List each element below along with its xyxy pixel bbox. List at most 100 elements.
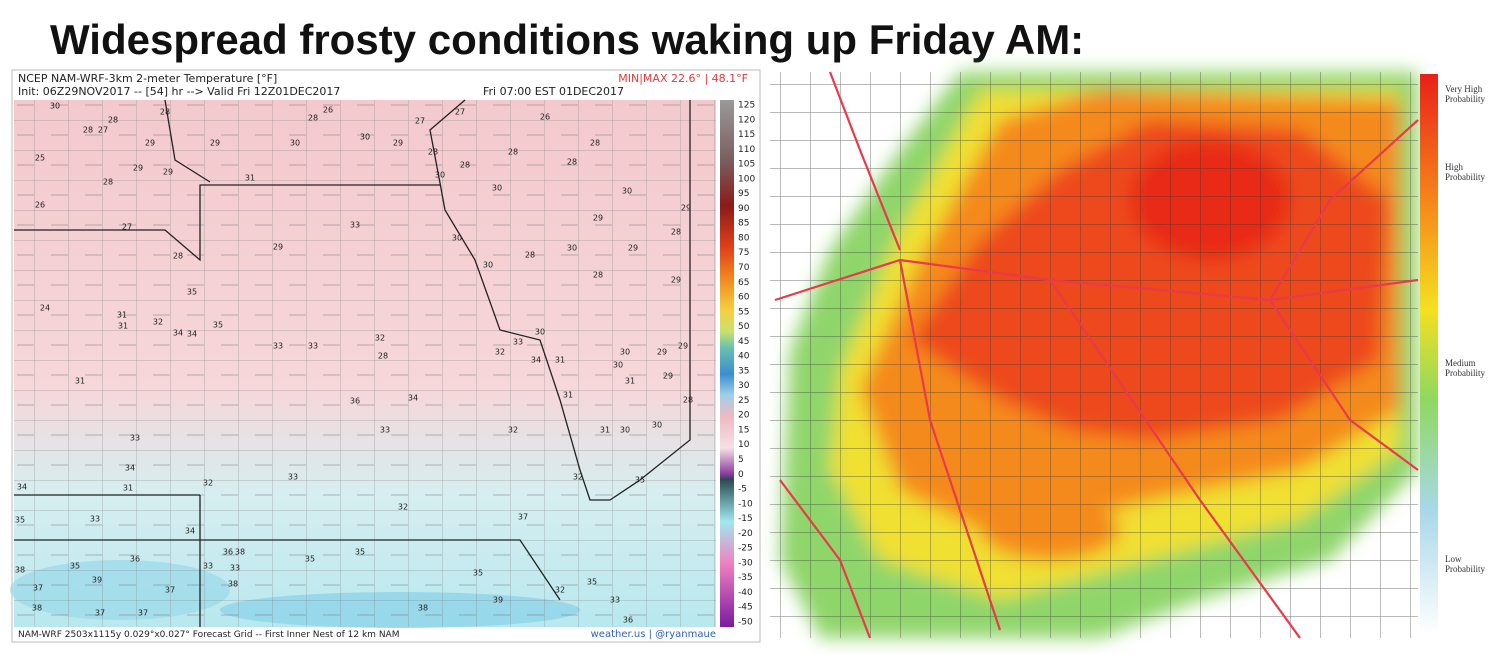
station-value: 27	[98, 126, 108, 135]
station-value: 31	[118, 322, 128, 331]
station-value: 30	[435, 171, 445, 180]
colorbar-label: 100	[738, 174, 755, 184]
station-value: 30	[535, 328, 545, 337]
station-value: 30	[567, 244, 577, 253]
station-value: 34	[173, 329, 183, 338]
station-value: 30	[613, 361, 623, 370]
temperature-map: NCEP NAM-WRF-3km 2-meter Temperature [°F…	[10, 69, 761, 643]
station-value: 31	[123, 484, 133, 493]
colorbar-label: 105	[738, 160, 755, 170]
station-value: 35	[473, 569, 483, 578]
colorbar-label: 10	[738, 440, 750, 450]
station-value: 32	[495, 348, 505, 357]
station-value: 28	[593, 271, 603, 280]
station-value: 30	[360, 133, 370, 142]
station-value: 26	[323, 106, 333, 115]
colorbar-label: 60	[738, 293, 750, 303]
station-value: 33	[513, 338, 523, 347]
highways	[774, 71, 1419, 639]
colorbar-label: 0	[738, 470, 744, 480]
station-value: 36	[623, 616, 633, 625]
valid-time: Fri 07:00 EST 01DEC2017	[483, 85, 624, 98]
colorbar-label: 5	[738, 455, 744, 465]
colorbar-label: -20	[738, 529, 753, 539]
colorbar-label: 110	[738, 145, 755, 155]
station-value: 33	[90, 515, 100, 524]
colorbar-label: -30	[738, 558, 753, 568]
station-value: 31	[555, 356, 565, 365]
station-value: 34	[185, 527, 195, 536]
colorbar-label: -50	[738, 618, 753, 628]
station-value: 34	[408, 394, 418, 403]
station-value: 33	[203, 562, 213, 571]
colorbar-label: 15	[738, 425, 749, 435]
county-lines	[14, 100, 716, 627]
station-value: 27	[455, 108, 465, 117]
legend-label: Low Probability	[1445, 554, 1485, 574]
station-value: 28	[508, 148, 518, 157]
station-value: 32	[398, 503, 408, 512]
station-value: 32	[508, 426, 518, 435]
colorbar-label: 25	[738, 396, 749, 406]
station-value: 29	[681, 204, 691, 213]
station-value: 28	[590, 139, 600, 148]
station-value: 38	[32, 604, 42, 613]
station-value: 28	[83, 126, 93, 135]
station-value: 29	[210, 139, 220, 148]
colorbar-label: -10	[738, 499, 753, 509]
station-value: 37	[165, 586, 175, 595]
station-value: 28	[683, 396, 693, 405]
station-value: 34	[531, 356, 541, 365]
station-value: 37	[95, 609, 105, 618]
station-value: 31	[117, 311, 127, 320]
station-value: 30	[620, 348, 630, 357]
station-value: 29	[133, 164, 143, 173]
station-value: 33	[273, 342, 283, 351]
colorbar-label: 35	[738, 366, 749, 376]
station-value: 30	[620, 426, 630, 435]
station-value: 28	[103, 178, 113, 187]
station-value: 36	[223, 548, 233, 557]
frost-probability-map: Very High Probability High Probability Med…	[770, 71, 1485, 639]
station-value: 32	[555, 586, 565, 595]
station-value: 38	[15, 566, 25, 575]
colorbar	[720, 100, 734, 627]
station-value: 33	[288, 473, 298, 482]
colorbar-label: 65	[738, 278, 749, 288]
colorbar-label: 55	[738, 307, 749, 317]
station-value: 38	[418, 604, 428, 613]
station-value: 29	[593, 214, 603, 223]
station-value: 36	[130, 555, 140, 564]
station-value: 33	[380, 426, 390, 435]
colorbar-label: 95	[738, 189, 749, 199]
station-value: 29	[163, 168, 173, 177]
station-value: 34	[17, 483, 27, 492]
rivers	[164, 99, 466, 184]
station-value: 28	[428, 148, 438, 157]
station-value: 29	[657, 348, 667, 357]
station-value: 35	[15, 516, 25, 525]
station-value: 29	[678, 342, 688, 351]
colorbar-label: 115	[738, 130, 755, 140]
colorbar-label: 45	[738, 337, 749, 347]
station-value: 33	[610, 596, 620, 605]
station-value: 31	[625, 377, 635, 386]
colorbar-label: -35	[738, 573, 753, 583]
colorbar-label: 80	[738, 233, 750, 243]
station-value: 31	[245, 174, 255, 183]
station-value: 28	[460, 161, 470, 170]
station-value: 35	[587, 578, 597, 587]
station-value: 26	[540, 113, 550, 122]
station-value: 33	[130, 434, 140, 443]
station-value: 31	[75, 377, 85, 386]
station-value: 37	[138, 609, 148, 618]
county-lines	[770, 72, 1418, 638]
station-value: 28	[160, 108, 170, 117]
legend-label: Medium Probability	[1445, 358, 1485, 378]
station-value: 28	[173, 252, 183, 261]
station-value: 39	[493, 596, 503, 605]
station-value: 35	[305, 555, 315, 564]
colorbar-label: 120	[738, 115, 755, 125]
station-value: 28	[671, 228, 681, 237]
station-value: 28	[108, 116, 118, 125]
